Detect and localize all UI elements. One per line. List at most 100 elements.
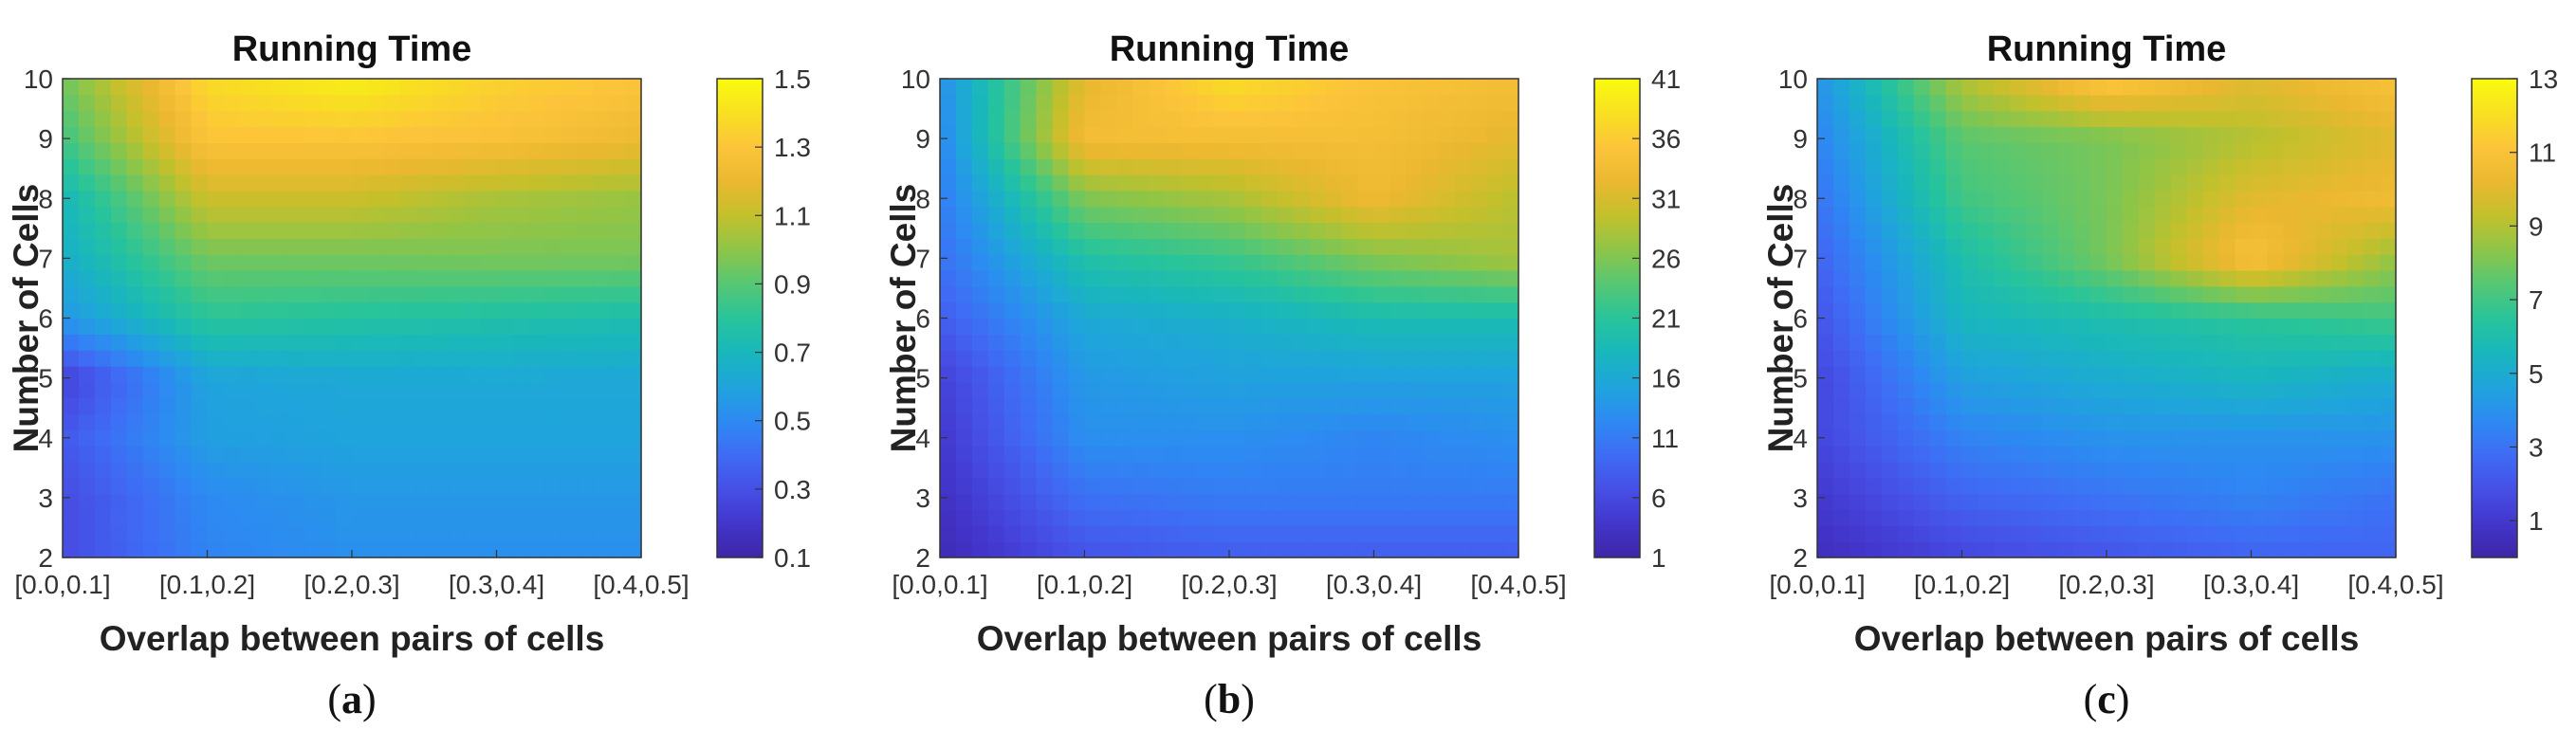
heatmap-cell — [1181, 301, 1198, 320]
y-tick-label: 4 — [1793, 424, 1808, 453]
heatmap-cell — [383, 79, 401, 96]
heatmap-cell — [1817, 477, 1834, 495]
heatmap-cell — [2026, 381, 2043, 399]
heatmap-cell — [415, 142, 433, 159]
heatmap-cell — [1961, 126, 1979, 143]
heatmap-cell — [512, 94, 529, 112]
heatmap-cell — [239, 110, 256, 128]
heatmap-cell — [2331, 174, 2348, 192]
heatmap-cell — [126, 462, 144, 479]
heatmap-cell — [78, 254, 96, 271]
heatmap-cell — [1149, 301, 1166, 320]
heatmap-cell — [2380, 206, 2397, 224]
heatmap-cell — [1325, 158, 1343, 175]
heatmap-cell — [1181, 254, 1198, 271]
heatmap-cell — [2090, 318, 2107, 335]
heatmap-cell — [191, 413, 209, 430]
heatmap-cell — [1181, 413, 1198, 430]
heatmap-cell — [432, 462, 450, 479]
heatmap-cell — [2090, 429, 2107, 447]
heatmap-cell — [1865, 79, 1883, 96]
heatmap-cell — [142, 110, 160, 128]
heatmap-cell — [2090, 190, 2107, 208]
heatmap-cell — [593, 206, 610, 224]
heatmap-cell — [1325, 318, 1343, 335]
heatmap-cell — [158, 254, 176, 271]
heatmap-cell — [577, 254, 594, 271]
heatmap-cell — [1100, 525, 1117, 542]
heatmap-cell — [175, 477, 193, 495]
heatmap-cell — [2074, 334, 2091, 351]
heatmap-cell — [1260, 429, 1279, 447]
heatmap-cell — [2380, 238, 2397, 255]
heatmap-cell — [480, 462, 498, 479]
heatmap-cell — [1325, 94, 1343, 112]
heatmap-cell — [1165, 206, 1182, 224]
heatmap-cell — [1373, 126, 1391, 143]
heatmap-cell — [207, 270, 225, 287]
heatmap-cell — [94, 285, 112, 303]
heatmap-cell — [2122, 301, 2140, 320]
heatmap-cell — [1260, 301, 1279, 320]
heatmap-cell — [1165, 285, 1182, 303]
heatmap-cell — [1213, 158, 1230, 175]
y-tick-label: 10 — [24, 64, 53, 94]
heatmap-cell — [158, 79, 176, 96]
heatmap-cell — [2331, 429, 2348, 447]
heatmap-cell — [1357, 493, 1375, 511]
heatmap-cell — [207, 525, 225, 542]
heatmap-cell — [78, 334, 96, 351]
heatmap-cell — [577, 94, 594, 112]
heatmap-cell — [1470, 285, 1487, 303]
heatmap-cell — [464, 190, 482, 208]
heatmap-cell — [2267, 254, 2284, 271]
heatmap-cell — [593, 254, 610, 271]
heatmap-cell — [126, 350, 144, 367]
heatmap-cell — [191, 318, 209, 335]
heatmap-cell — [367, 429, 385, 447]
heatmap-cell — [593, 366, 610, 383]
heatmap-cell — [191, 110, 209, 128]
heatmap-cell — [383, 301, 401, 320]
colorbar-tick-label: 0.5 — [774, 407, 811, 436]
heatmap-cell — [1357, 238, 1375, 255]
heatmap-cell — [415, 509, 433, 526]
heatmap-cell — [1244, 429, 1262, 447]
heatmap-cell — [1197, 477, 1214, 495]
heatmap-cell — [1213, 79, 1230, 96]
heatmap-cell — [1052, 110, 1070, 128]
heatmap-cell — [1373, 190, 1391, 208]
heatmap-cell — [415, 222, 433, 239]
heatmap-cell — [1116, 381, 1133, 399]
heatmap-cell — [2186, 206, 2204, 224]
heatmap-cell — [577, 493, 594, 511]
heatmap-cell — [1325, 350, 1343, 367]
heatmap-cell — [432, 493, 450, 511]
heatmap-cell — [1165, 493, 1182, 511]
heatmap-cell — [2380, 366, 2397, 383]
heatmap-cell — [1244, 94, 1262, 112]
heatmap-cell — [1149, 477, 1166, 495]
heatmap-cell — [1817, 190, 1834, 208]
heatmap-cell — [1913, 270, 1931, 287]
heatmap-cell — [1068, 206, 1086, 224]
heatmap-cell — [528, 350, 545, 367]
heatmap-cell — [1406, 190, 1423, 208]
heatmap-cell — [2010, 79, 2027, 96]
heatmap-cell — [1165, 366, 1182, 383]
heatmap-cell — [2347, 493, 2364, 511]
heatmap-cell — [142, 493, 160, 511]
heatmap-cell — [1068, 110, 1086, 128]
heatmap-cell — [2347, 158, 2364, 175]
heatmap-cell — [383, 142, 401, 159]
heatmap-cell — [2235, 462, 2253, 479]
heatmap-cell — [448, 206, 466, 224]
heatmap-cell — [2251, 318, 2269, 335]
heatmap-cell — [1244, 541, 1262, 558]
heatmap-cell — [2267, 301, 2284, 320]
heatmap-cell — [1881, 285, 1899, 303]
heatmap-cell — [1817, 222, 1834, 239]
heatmap-cell — [940, 174, 957, 192]
heatmap-cell — [415, 477, 433, 495]
heatmap-cell — [1149, 190, 1166, 208]
